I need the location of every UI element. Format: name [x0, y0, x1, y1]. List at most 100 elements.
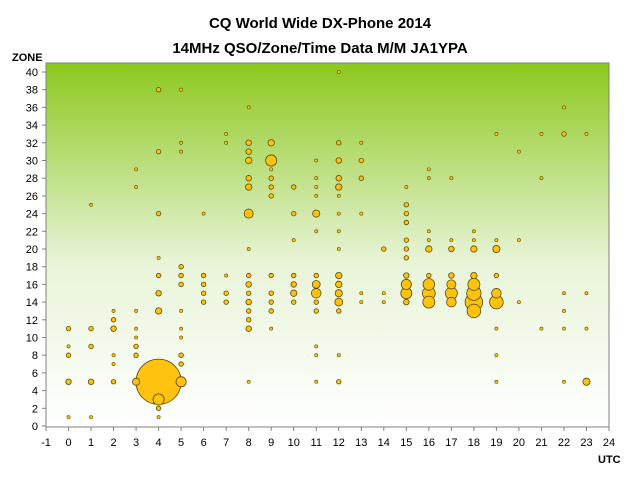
data-point: [449, 176, 454, 181]
data-point: [494, 326, 499, 331]
data-point: [314, 185, 319, 189]
data-point: [336, 229, 341, 234]
data-point: [336, 70, 341, 74]
data-point: [65, 378, 72, 385]
data-point: [311, 280, 321, 289]
data-point: [200, 281, 207, 288]
x-tick-label: 17: [445, 437, 457, 449]
data-point: [132, 377, 141, 386]
data-point: [156, 255, 161, 260]
data-point: [111, 353, 116, 358]
chart-subtitle: 14MHz QSO/Zone/Time Data M/M JA1YPA: [172, 40, 468, 57]
data-point: [269, 167, 274, 172]
data-point: [314, 353, 319, 358]
data-point: [335, 183, 343, 191]
x-tick-label: 5: [178, 437, 184, 449]
data-points: [65, 70, 591, 420]
data-point: [89, 202, 93, 207]
y-axis-label: ZONE: [12, 52, 43, 64]
data-point: [491, 288, 502, 299]
y-tick-label: 36: [26, 102, 38, 114]
y-tick-label: 4: [32, 386, 38, 398]
data-point: [336, 193, 341, 198]
data-point: [404, 185, 409, 189]
data-point: [400, 278, 412, 290]
data-point: [134, 335, 138, 340]
data-point: [291, 184, 297, 190]
data-point: [446, 279, 457, 290]
x-tick-label: 14: [378, 437, 390, 449]
data-point: [268, 184, 274, 190]
data-point: [291, 238, 296, 243]
data-point: [224, 273, 229, 278]
data-point: [134, 326, 138, 331]
data-point: [268, 193, 274, 199]
data-point: [178, 272, 184, 279]
y-tick-label: 34: [26, 120, 38, 132]
data-point: [562, 291, 566, 296]
data-point: [245, 156, 253, 165]
data-point: [152, 393, 165, 406]
data-point: [494, 353, 499, 358]
data-point: [200, 290, 207, 296]
data-point: [517, 300, 521, 305]
data-point: [88, 343, 94, 350]
data-point: [314, 379, 319, 384]
data-point: [290, 281, 297, 288]
x-tick-label: 6: [201, 437, 207, 449]
data-point: [336, 247, 341, 251]
y-tick-label: 10: [26, 333, 38, 345]
data-point: [381, 300, 386, 305]
data-point: [426, 238, 431, 243]
data-point: [471, 238, 476, 243]
y-tick-label: 18: [26, 262, 38, 274]
data-point: [562, 326, 566, 331]
data-point: [179, 326, 184, 331]
x-tick-label: -1: [41, 437, 51, 449]
data-point: [268, 290, 274, 296]
data-point: [314, 193, 319, 198]
data-point: [314, 344, 319, 349]
x-tick-label: 1: [88, 437, 94, 449]
data-point: [539, 326, 544, 331]
data-point: [562, 309, 566, 313]
data-point: [269, 326, 274, 331]
data-point: [335, 271, 343, 280]
x-tick-label: 0: [65, 437, 71, 449]
data-point: [448, 245, 455, 253]
y-tick-label: 32: [26, 138, 38, 150]
data-point: [224, 140, 229, 145]
data-point: [246, 290, 252, 296]
x-tick-label: 22: [558, 437, 570, 449]
data-point: [155, 272, 162, 279]
data-point: [403, 210, 409, 217]
data-point: [358, 157, 364, 164]
data-point: [517, 149, 521, 154]
data-point: [291, 210, 297, 217]
data-point: [179, 309, 184, 313]
data-point: [582, 377, 591, 386]
data-point: [470, 245, 478, 253]
data-point: [314, 176, 319, 181]
y-tick-label: 16: [26, 279, 38, 291]
y-tick-label: 8: [32, 350, 38, 362]
x-tick-label: 7: [223, 437, 229, 449]
data-point: [178, 361, 184, 367]
data-point: [245, 175, 252, 182]
data-point: [265, 154, 278, 167]
data-point: [245, 298, 252, 306]
x-axis-label: UTC: [598, 454, 621, 466]
data-point: [246, 317, 252, 323]
data-point: [200, 272, 207, 279]
data-point: [246, 105, 251, 110]
x-tick-label: 4: [156, 437, 162, 449]
data-point: [245, 281, 252, 288]
data-point: [245, 183, 253, 191]
data-point: [584, 132, 589, 136]
data-point: [155, 405, 162, 411]
x-tick-label: 13: [355, 437, 367, 449]
data-point: [246, 308, 252, 314]
data-point: [492, 245, 501, 253]
data-point: [359, 140, 364, 145]
y-tick-label: 14: [26, 297, 38, 309]
